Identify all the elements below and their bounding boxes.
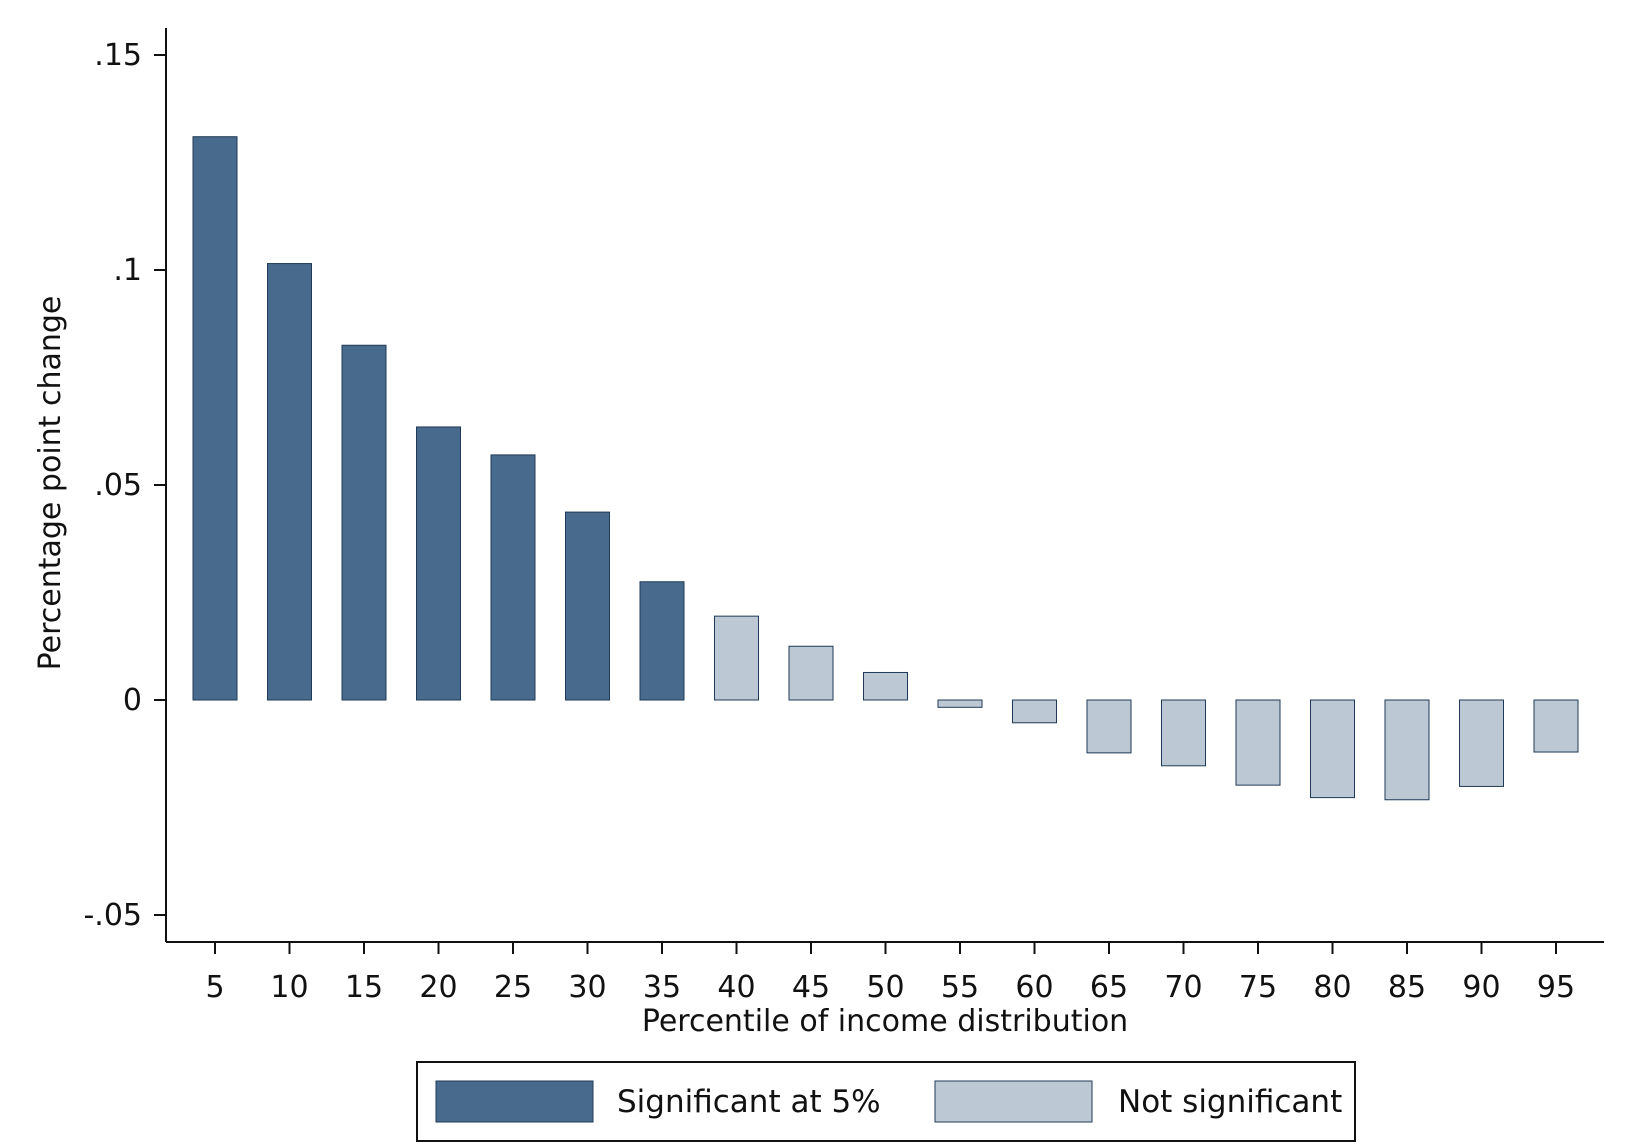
x-tick-label: 75 bbox=[1239, 970, 1277, 1005]
bar-95 bbox=[1533, 699, 1579, 753]
legend-swatch-significant bbox=[435, 1080, 594, 1123]
x-tick-label: 70 bbox=[1164, 970, 1202, 1005]
legend: Significant at 5% Not significant bbox=[416, 1061, 1356, 1142]
bar-85 bbox=[1384, 699, 1430, 801]
x-axis: 5 10 15 20 25 30 35 40 45 50 55 60 65 70 75 80 85 90 95 bbox=[166, 941, 1604, 1005]
x-tick-label: 35 bbox=[643, 970, 681, 1005]
y-tick-label: .15 bbox=[94, 38, 142, 73]
bars bbox=[192, 136, 1579, 801]
bar-20 bbox=[416, 426, 461, 701]
x-tick-label: 95 bbox=[1537, 970, 1575, 1005]
bar-30 bbox=[565, 511, 610, 701]
bar-5 bbox=[192, 136, 238, 701]
y-tick-label: 0 bbox=[123, 683, 142, 718]
legend-swatch-not-significant bbox=[934, 1080, 1093, 1123]
x-tick-label: 65 bbox=[1090, 970, 1128, 1005]
legend-label-significant: Significant at 5% bbox=[617, 1084, 881, 1120]
bar-60 bbox=[1012, 699, 1057, 724]
x-tick-label: 90 bbox=[1462, 970, 1500, 1005]
bar-10 bbox=[267, 263, 312, 701]
y-axis: -.05 0 .05 .1 .15 bbox=[83, 28, 167, 942]
legend-label-not-significant: Not significant bbox=[1118, 1084, 1342, 1120]
bar-75 bbox=[1235, 699, 1281, 786]
x-tick-label: 85 bbox=[1388, 970, 1426, 1005]
bar-15 bbox=[341, 344, 387, 701]
x-tick-label: 55 bbox=[941, 970, 979, 1005]
bar-65 bbox=[1086, 699, 1132, 754]
bar-80 bbox=[1310, 699, 1355, 799]
x-tick-label: 10 bbox=[270, 970, 308, 1005]
x-tick-label: 15 bbox=[345, 970, 383, 1005]
bar-70 bbox=[1161, 699, 1206, 767]
x-tick-label: 45 bbox=[792, 970, 830, 1005]
bar-45 bbox=[788, 645, 834, 701]
x-tick-label: 80 bbox=[1313, 970, 1351, 1005]
x-tick-label: 50 bbox=[866, 970, 904, 1005]
y-tick-label: .1 bbox=[113, 253, 142, 288]
bar-40 bbox=[714, 615, 759, 701]
y-axis-title: Percentage point change bbox=[33, 296, 68, 671]
y-tick-label: -.05 bbox=[83, 898, 142, 933]
x-tick-label: 25 bbox=[494, 970, 532, 1005]
bar-35 bbox=[639, 581, 685, 701]
bar-50 bbox=[863, 671, 908, 701]
y-tick-label: .05 bbox=[94, 468, 142, 503]
bar-90 bbox=[1459, 699, 1504, 787]
x-axis-title: Percentile of income distribution bbox=[642, 1004, 1128, 1039]
x-tick-label: 5 bbox=[205, 970, 224, 1005]
x-tick-label: 20 bbox=[419, 970, 457, 1005]
x-tick-label: 40 bbox=[717, 970, 755, 1005]
x-tick-label: 30 bbox=[568, 970, 606, 1005]
x-tick-label: 60 bbox=[1015, 970, 1053, 1005]
bar-25 bbox=[490, 454, 536, 701]
bar-55 bbox=[937, 699, 983, 708]
